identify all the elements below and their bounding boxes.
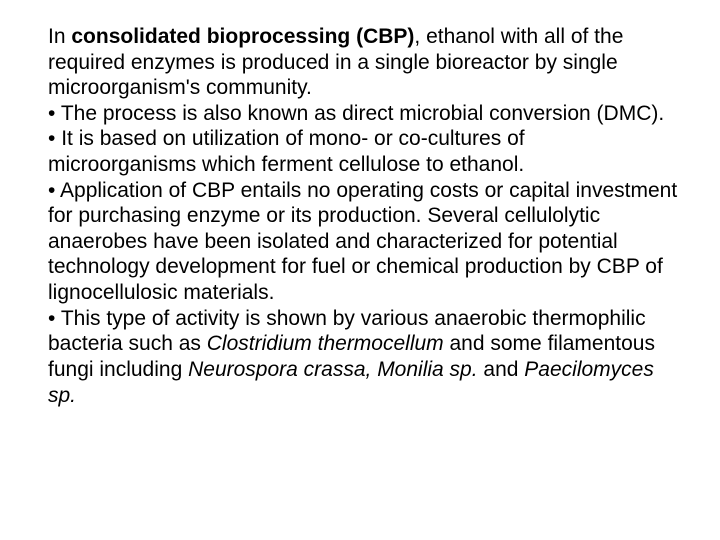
bullet-application: • Application of CBP entails no operatin… bbox=[48, 178, 678, 306]
intro-paragraph: In consolidated bioprocessing (CBP), eth… bbox=[48, 24, 678, 101]
bullet-application-text: Application of CBP entails no operating … bbox=[48, 179, 677, 304]
bullet-organisms-mid2: and bbox=[478, 358, 525, 381]
bullet-glyph: • bbox=[48, 307, 61, 330]
bullet-dmc: • The process is also known as direct mi… bbox=[48, 101, 678, 127]
slide: In consolidated bioprocessing (CBP), eth… bbox=[0, 0, 720, 540]
intro-bold-term: consolidated bioprocessing (CBP) bbox=[71, 25, 414, 48]
bullet-glyph: • bbox=[48, 127, 61, 150]
bullet-cultures-text: It is based on utilization of mono- or c… bbox=[48, 127, 525, 176]
species-clostridium: Clostridium thermocellum bbox=[207, 332, 444, 355]
intro-pre: In bbox=[48, 25, 71, 48]
slide-body-text: In consolidated bioprocessing (CBP), eth… bbox=[48, 24, 678, 408]
bullet-glyph: • bbox=[48, 179, 60, 202]
bullet-dmc-text: The process is also known as direct micr… bbox=[61, 102, 664, 125]
bullet-glyph: • bbox=[48, 102, 61, 125]
bullet-organisms: • This type of activity is shown by vari… bbox=[48, 306, 678, 408]
bullet-cultures: • It is based on utilization of mono- or… bbox=[48, 126, 678, 177]
species-neurospora-monilia: Neurospora crassa, Monilia sp. bbox=[188, 358, 477, 381]
